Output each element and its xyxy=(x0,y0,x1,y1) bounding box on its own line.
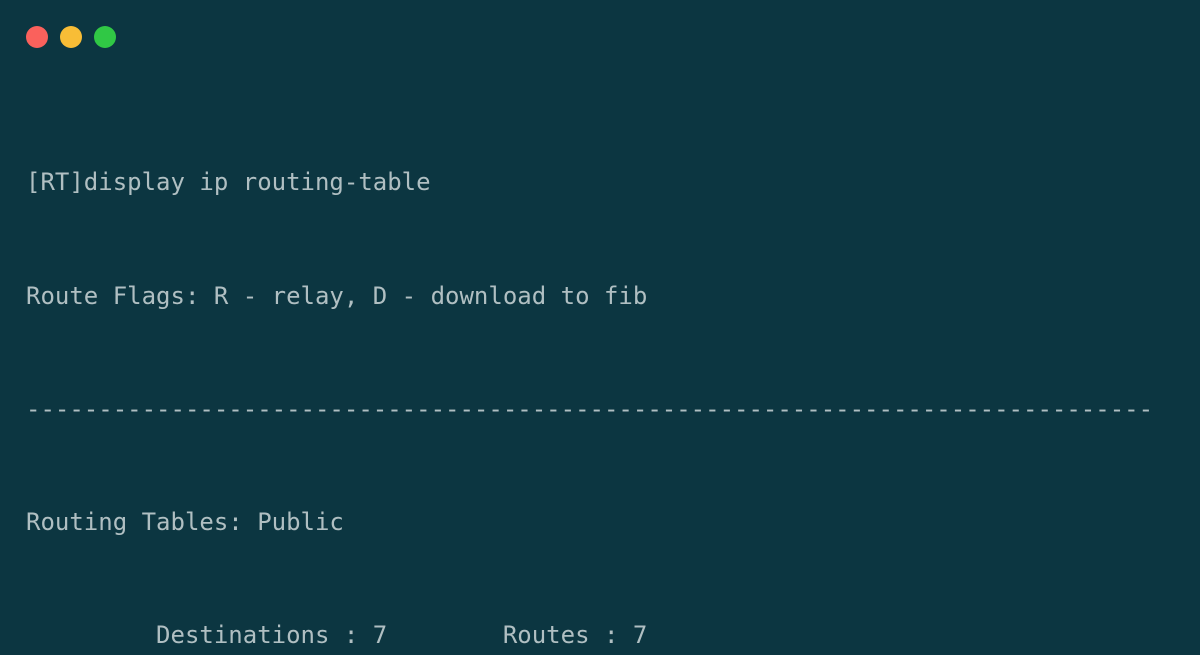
minimize-button[interactable] xyxy=(60,26,82,48)
zoom-button[interactable] xyxy=(94,26,116,48)
separator-line: ----------------------------------------… xyxy=(26,394,1154,423)
close-button[interactable] xyxy=(26,26,48,48)
command-line: [RT]display ip routing-table xyxy=(26,168,431,197)
titlebar xyxy=(0,0,1200,60)
summary-line: Destinations : 7 Routes : 7 xyxy=(26,620,648,649)
routing-tables-line: Routing Tables: Public xyxy=(26,507,344,536)
route-flags-line: Route Flags: R - relay, D - download to … xyxy=(26,281,648,310)
terminal-output[interactable]: [RT]display ip routing-table Route Flags… xyxy=(26,89,1200,655)
